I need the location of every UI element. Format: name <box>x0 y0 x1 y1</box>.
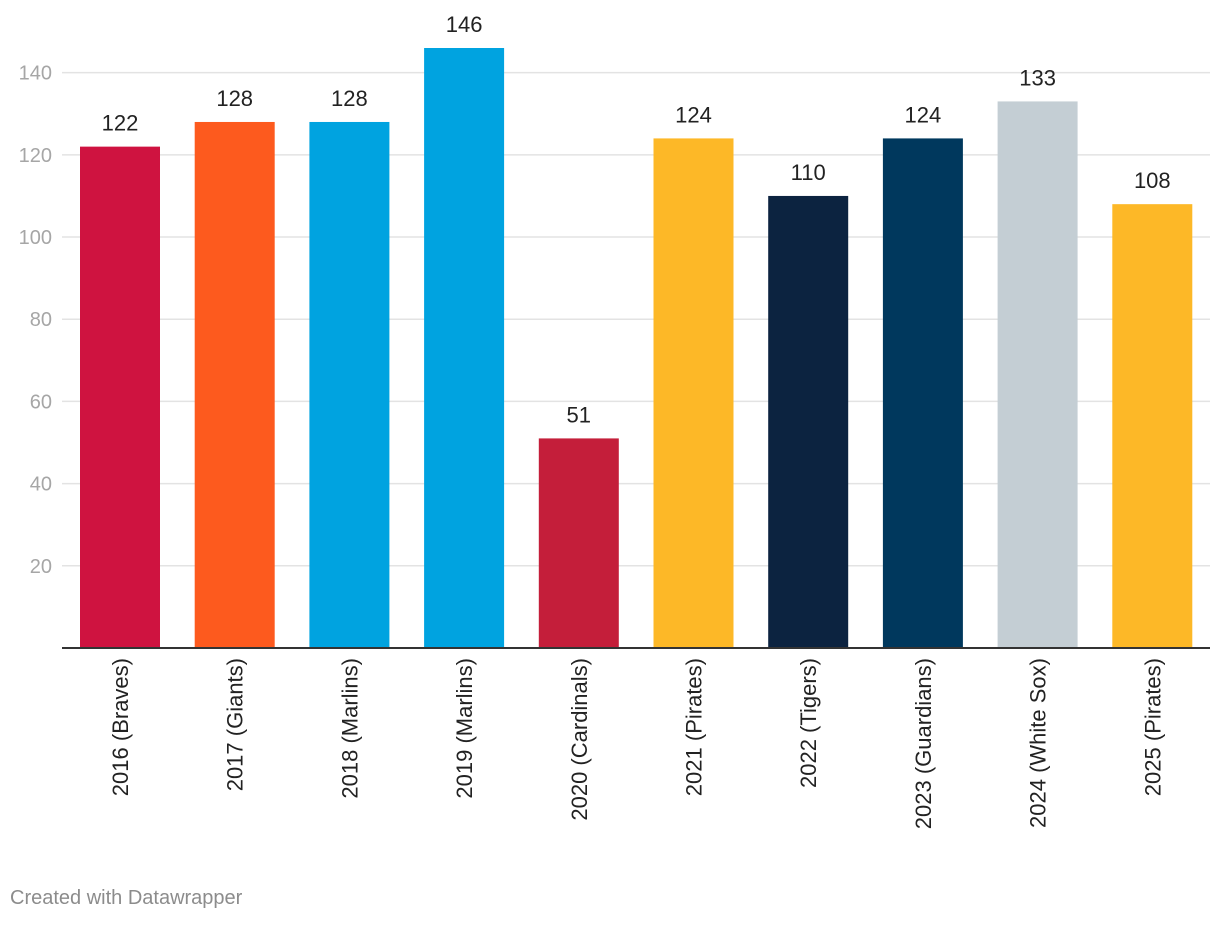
value-label: 51 <box>567 402 591 427</box>
x-tick-label: 2017 (Giants) <box>223 658 248 791</box>
value-label: 128 <box>216 86 253 111</box>
bar <box>194 121 275 649</box>
y-tick-label: 40 <box>30 474 52 496</box>
value-label: 108 <box>1134 168 1171 193</box>
bar <box>768 195 849 649</box>
x-tick-label: 2020 (Cardinals) <box>567 658 592 821</box>
bar <box>424 48 505 648</box>
x-tick-label: 2024 (White Sox) <box>1026 658 1051 828</box>
y-tick-label: 20 <box>30 556 52 578</box>
bar <box>80 146 160 649</box>
y-tick-label: 80 <box>30 309 52 331</box>
bar <box>882 138 963 649</box>
x-tick-label: 2021 (Pirates) <box>682 658 707 796</box>
bar <box>1112 204 1193 649</box>
x-tick-label: 2025 (Pirates) <box>1140 658 1165 796</box>
value-label: 124 <box>905 102 942 127</box>
value-label: 133 <box>1019 65 1056 90</box>
x-tick-label: 2023 (Guardians) <box>911 658 936 829</box>
y-axis-tick-labels: 20 40 60 80 100 120 140 <box>19 63 52 578</box>
value-label: 128 <box>331 86 368 111</box>
y-tick-label: 140 <box>19 63 52 85</box>
bars <box>80 48 1193 649</box>
bar <box>997 101 1078 648</box>
x-tick-label: 2022 (Tigers) <box>796 658 821 788</box>
y-tick-label: 60 <box>30 391 52 413</box>
x-tick-label: 2018 (Marlins) <box>337 658 362 799</box>
bar <box>653 138 734 649</box>
x-axis-category-labels: 2016 (Braves) 2017 (Giants) 2018 (Marlins)… <box>108 658 1165 829</box>
value-label: 110 <box>791 160 826 185</box>
value-label: 124 <box>675 102 712 127</box>
bar <box>309 121 390 649</box>
value-label: 122 <box>102 111 139 136</box>
y-tick-label: 100 <box>19 227 52 249</box>
credit-text: Created with Datawrapper <box>10 887 243 909</box>
value-labels: 122 128 128 146 51 124 110 124 133 108 <box>102 12 1171 427</box>
y-tick-label: 120 <box>19 145 52 167</box>
bar <box>538 438 619 648</box>
x-tick-label: 2019 (Marlins) <box>452 658 477 799</box>
value-label: 146 <box>446 12 483 37</box>
x-tick-label: 2016 (Braves) <box>108 658 133 796</box>
